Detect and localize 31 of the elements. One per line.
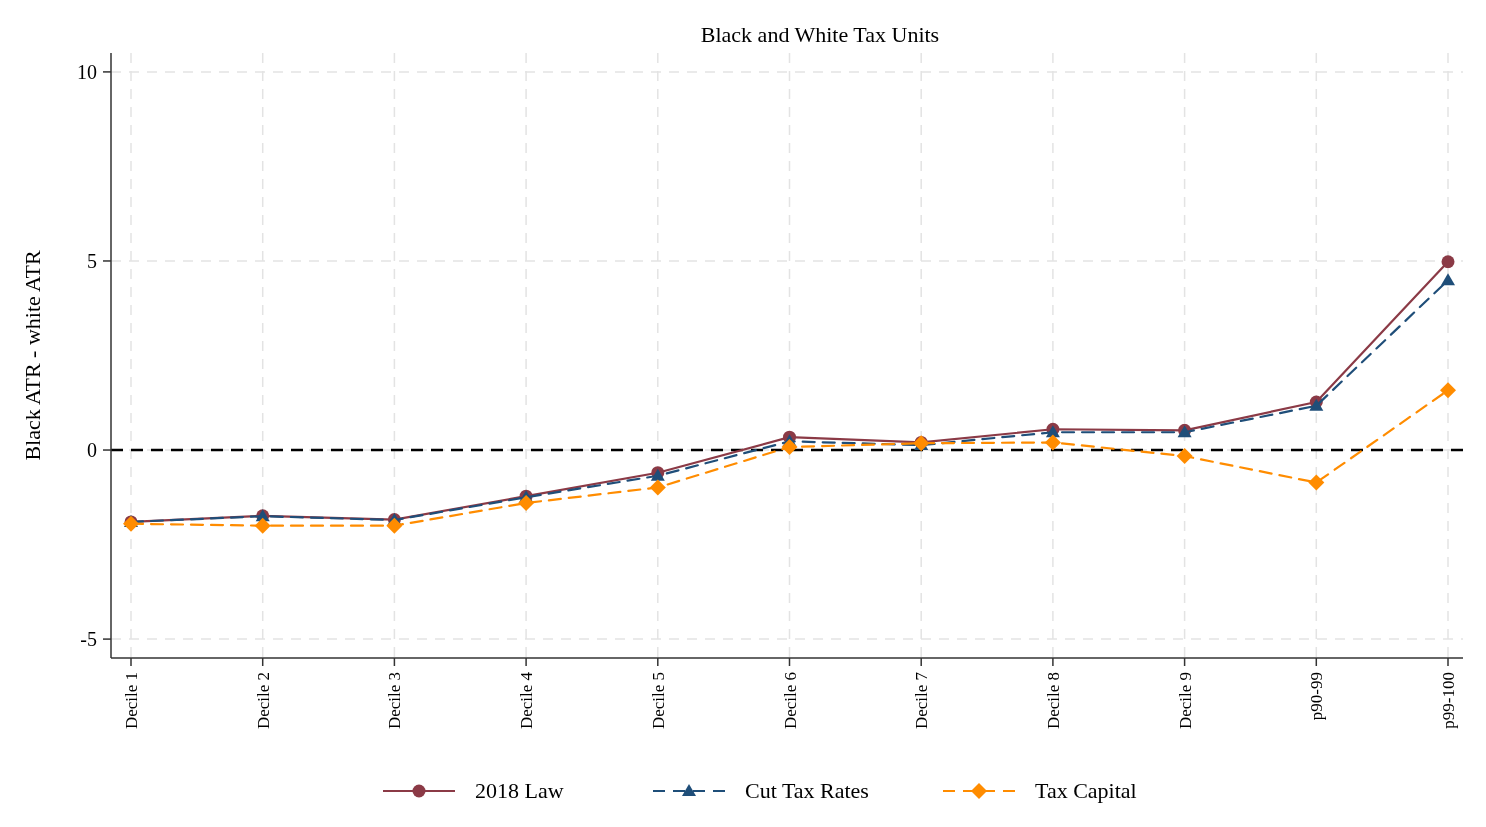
x-tick-label: Decile 2 xyxy=(253,672,273,730)
x-tick-label: p99-100 xyxy=(1439,672,1458,729)
point xyxy=(1441,255,1455,269)
x-tick-label: Decile 6 xyxy=(780,672,800,730)
x-tick-label: Decile 9 xyxy=(1175,672,1195,730)
point xyxy=(1441,273,1455,286)
y-tick-label: -5 xyxy=(80,628,97,651)
point xyxy=(1176,448,1193,465)
point xyxy=(649,479,666,496)
legend-label: Cut Tax Rates xyxy=(745,778,869,803)
x-tick-label: Decile 3 xyxy=(385,672,405,730)
x-tick-label: Decile 1 xyxy=(122,672,141,730)
x-tick-label: Decile 7 xyxy=(912,671,932,730)
point xyxy=(254,517,271,534)
y-axis-title: Black ATR - white ATR xyxy=(20,250,45,461)
chart-title: Black and White Tax Units xyxy=(700,22,940,47)
legend-label: 2018 Law xyxy=(475,778,564,803)
point xyxy=(1440,382,1456,399)
x-tick-label: Decile 5 xyxy=(648,672,668,730)
x-tick-label: p90-99 xyxy=(1307,672,1327,721)
y-tick-label: 0 xyxy=(87,439,97,462)
x-tick-label: Decile 4 xyxy=(517,671,537,730)
point xyxy=(1308,474,1325,491)
point xyxy=(518,494,535,511)
point xyxy=(1044,434,1061,451)
y-tick-label: 5 xyxy=(87,249,97,272)
point xyxy=(386,517,403,534)
x-tick-label: Decile 8 xyxy=(1043,672,1063,730)
y-tick-label: 10 xyxy=(77,60,97,83)
legend-label: Tax Capital xyxy=(1035,778,1137,803)
point xyxy=(781,439,798,456)
